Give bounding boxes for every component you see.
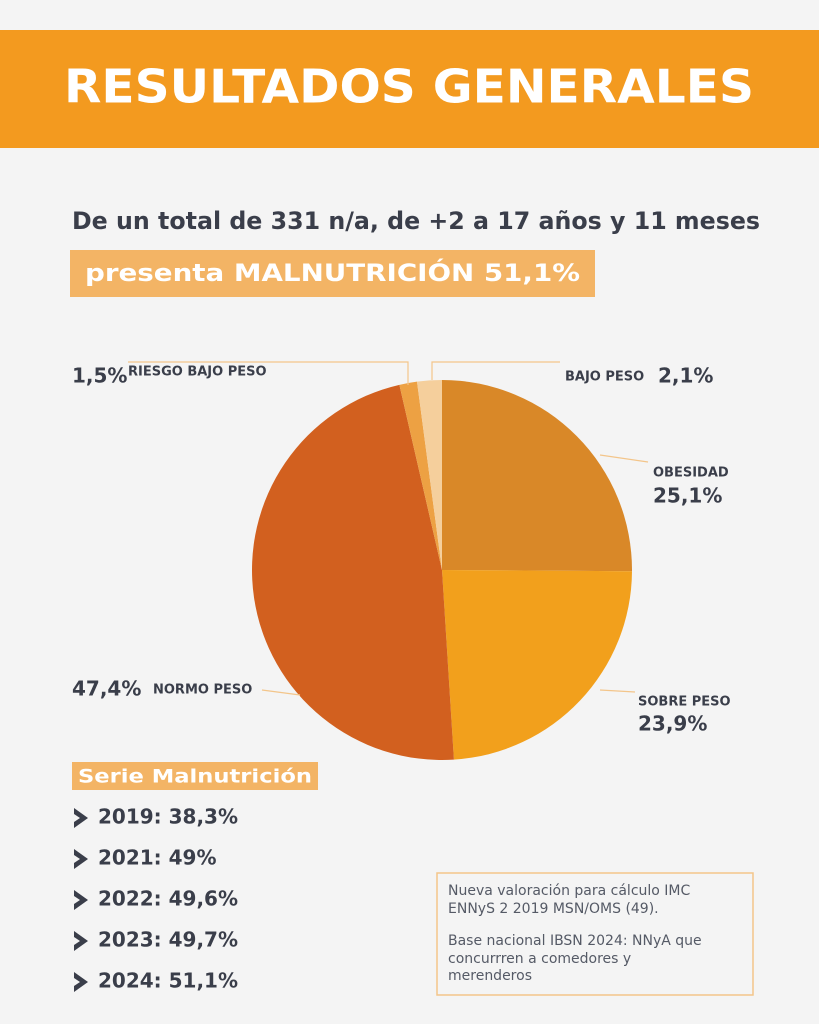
- series-item: 2022: 49,6%: [98, 887, 238, 911]
- slice-value-label: 1,5%: [72, 364, 127, 388]
- leader-line: [431, 361, 560, 380]
- chevron: [74, 808, 88, 828]
- slice-value-label: 47,4%: [72, 677, 141, 701]
- pie-slice: [399, 381, 442, 570]
- banner: [0, 30, 819, 148]
- pie-slice: [252, 384, 454, 760]
- series-item: 2021: 49%: [98, 846, 217, 870]
- note-line: ENNyS 2 2019 MSN/OMS (49).: [448, 901, 659, 917]
- pie: [252, 380, 632, 760]
- note: Nueva valoración para cálculo IMC ENNyS 2…: [448, 883, 702, 984]
- subtitle: De un total de 331 n/a, de +2 a 17 años …: [72, 207, 760, 235]
- leader-line: [599, 454, 649, 463]
- pie-slice: [442, 570, 632, 760]
- leader-line: [261, 689, 301, 696]
- title: RESULTADOS GENERALES: [64, 60, 754, 114]
- note-line: merenderos: [448, 968, 532, 984]
- slice-value-label: 23,9%: [638, 712, 707, 736]
- slice-label: NORMO PESO: [153, 683, 252, 698]
- series-item: 2019: 38,3%: [98, 805, 238, 829]
- series-title: Serie Malnutrición: [78, 766, 312, 788]
- slice-label: OBESIDAD: [653, 466, 729, 481]
- pie-slice: [417, 380, 442, 570]
- slice-label: SOBRE PESO: [638, 695, 731, 710]
- series-list: 2019: 38,3% 2021: 49% 2022: 49,6% 2023: 49,…: [74, 805, 238, 993]
- series-item: 2024: 51,1%: [98, 969, 238, 993]
- slice-value-label: 25,1%: [653, 484, 722, 508]
- note-line: Nueva valoración para cálculo IMC: [448, 883, 691, 899]
- note-box: [436, 872, 754, 996]
- pie-slice: [442, 380, 632, 572]
- highlight-box: [70, 250, 595, 297]
- series-item: 2023: 49,7%: [98, 928, 238, 952]
- series-title-box: [72, 762, 318, 790]
- chevron: [74, 890, 88, 910]
- leader-line: [599, 689, 636, 693]
- note-line: Base nacional IBSN 2024: NNyA que: [448, 933, 702, 949]
- highlight-text: presenta MALNUTRICIÓN 51,1%: [85, 257, 580, 287]
- leader-line: [128, 361, 409, 385]
- slice-label: BAJO PESO: [565, 370, 644, 385]
- note-line: concurrren a comedores y: [448, 951, 631, 967]
- chevron: [74, 931, 88, 951]
- slice-value-label: 2,1%: [658, 364, 713, 388]
- slice-label: RIESGO BAJO PESO: [128, 365, 267, 380]
- chevron: [74, 972, 88, 992]
- chevron: [74, 849, 88, 869]
